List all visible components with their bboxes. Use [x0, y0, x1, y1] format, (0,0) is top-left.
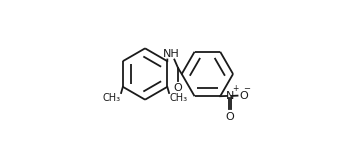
Text: CH₃: CH₃: [103, 93, 121, 103]
Text: O: O: [226, 112, 234, 122]
Text: O: O: [174, 83, 182, 93]
Text: NH: NH: [163, 49, 179, 59]
Text: O: O: [240, 91, 248, 101]
Text: N: N: [226, 91, 234, 101]
Text: CH₃: CH₃: [169, 93, 188, 103]
Text: −: −: [243, 84, 250, 93]
Text: +: +: [232, 84, 239, 93]
